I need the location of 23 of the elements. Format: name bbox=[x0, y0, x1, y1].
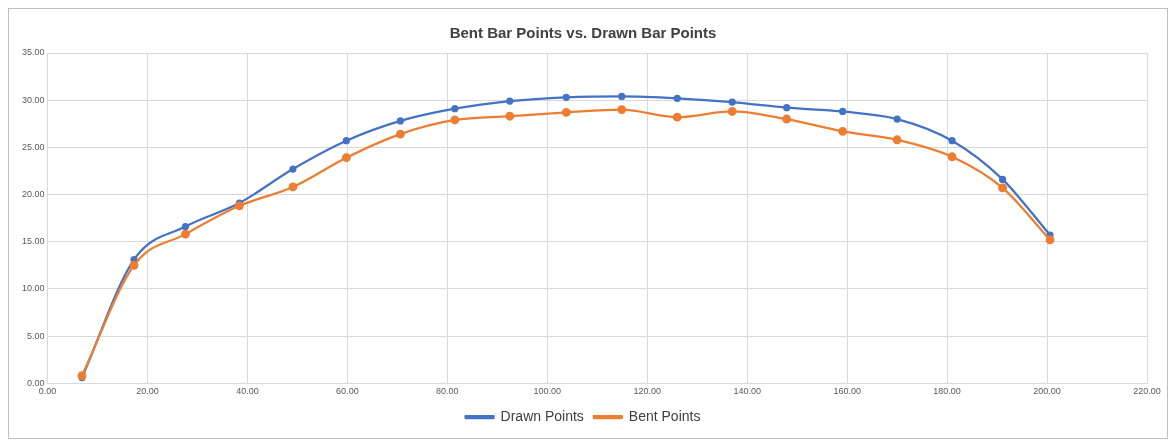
y-tick-label: 25.00 bbox=[21, 141, 45, 152]
y-tick-label: 10.00 bbox=[21, 283, 45, 294]
x-tick-label: 20.00 bbox=[136, 386, 159, 397]
chart-title: Bent Bar Points vs. Drawn Bar Points bbox=[449, 24, 717, 42]
y-tick-label: 5.00 bbox=[26, 330, 45, 341]
x-tick-label: 180.00 bbox=[933, 386, 961, 397]
x-tick-label: 160.00 bbox=[833, 386, 861, 397]
y-tick-label: 0.00 bbox=[26, 377, 45, 388]
legend-label: Drawn Points bbox=[500, 407, 584, 424]
x-tick-label: 140.00 bbox=[733, 386, 761, 397]
y-tick-label: 15.00 bbox=[21, 236, 45, 247]
x-tick-label: 60.00 bbox=[336, 386, 359, 397]
y-tick-label: 30.00 bbox=[21, 94, 45, 105]
x-tick-label: 80.00 bbox=[436, 386, 459, 397]
y-tick-label: 35.00 bbox=[21, 47, 45, 58]
y-tick-label: 20.00 bbox=[21, 189, 45, 199]
x-tick-label: 220.00 bbox=[1133, 386, 1161, 397]
x-tick-label: 200.00 bbox=[1033, 386, 1061, 397]
legend-label: Bent Points bbox=[628, 407, 701, 424]
x-tick-label: 40.00 bbox=[236, 386, 259, 397]
x-tick-label: 0.00 bbox=[38, 386, 57, 397]
x-tick-label: 120.00 bbox=[633, 386, 661, 397]
x-tick-label: 100.00 bbox=[533, 386, 562, 397]
